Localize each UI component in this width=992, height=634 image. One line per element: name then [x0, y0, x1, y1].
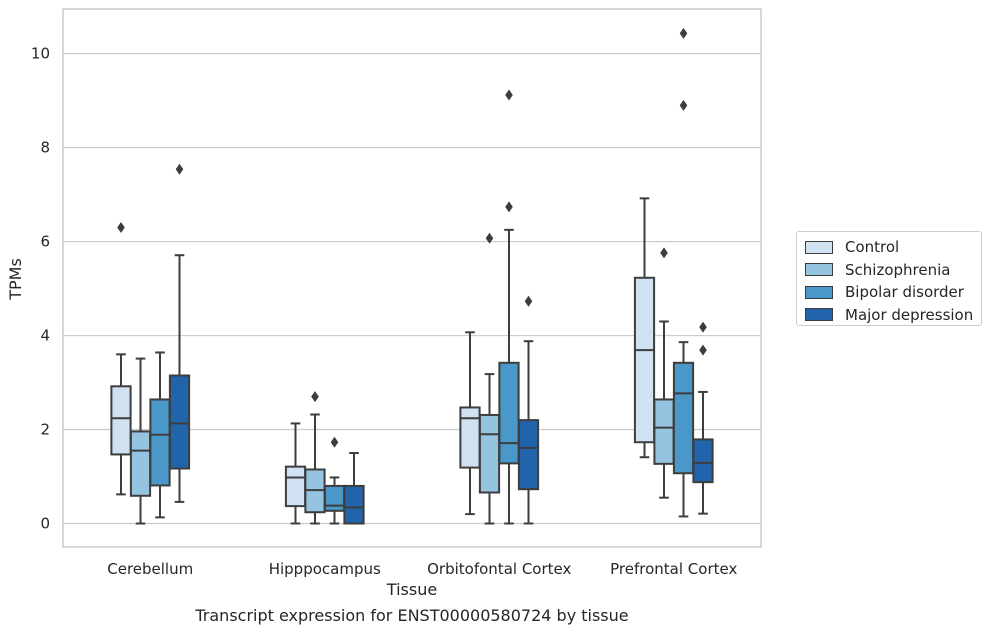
- box-body: [478, 413, 501, 494]
- legend-swatch: [805, 285, 833, 299]
- box-2-3: [517, 295, 540, 525]
- box-body: [149, 398, 171, 487]
- legend-label: Schizophrenia: [845, 260, 951, 279]
- y-axis-title: TPMs: [6, 258, 25, 301]
- outlier-marker: [311, 391, 319, 403]
- outlier-marker: [330, 436, 339, 448]
- box-1-0: [284, 422, 307, 525]
- box-body: [517, 419, 540, 491]
- y-tick-label: 0: [40, 515, 50, 533]
- box-body: [692, 438, 714, 484]
- x-tick-label: Hipppocampus: [269, 560, 381, 578]
- box-body: [168, 374, 191, 470]
- legend: Control Schizophrenia Bipolar disorder Majo…: [796, 231, 982, 326]
- y-tick-label: 6: [40, 233, 50, 251]
- legend-item: Schizophrenia: [805, 259, 981, 282]
- box-body: [459, 406, 481, 469]
- x-tick-label: Orbitofontal Cortex: [427, 560, 571, 578]
- box-2-1: [478, 232, 501, 525]
- outlier-marker: [117, 221, 125, 233]
- y-tick-labels: 0 2 4 6 8 10: [31, 45, 50, 533]
- legend-swatch: [805, 308, 833, 322]
- legend-swatch: [805, 240, 833, 254]
- legend-label: Bipolar disorder: [845, 283, 964, 302]
- y-tick-label: 2: [40, 421, 50, 439]
- legend-label: Major depression: [845, 305, 974, 324]
- box-3-2: [672, 27, 695, 518]
- box-body: [343, 484, 365, 525]
- outlier-marker: [679, 99, 688, 111]
- box-2-0: [459, 331, 481, 516]
- x-tick-label: Cerebellum: [107, 560, 193, 578]
- y-tick-label: 8: [40, 139, 50, 157]
- outlier-marker: [679, 27, 688, 39]
- x-tick-label: Prefrontal Cortex: [610, 560, 737, 578]
- box-0-3: [168, 163, 191, 503]
- box-body: [284, 465, 307, 508]
- x-tick-labels: Cerebellum Hipppocampus Orbitofontal Corte…: [107, 560, 737, 578]
- outlier-marker: [660, 247, 668, 259]
- box-1-3: [343, 452, 365, 525]
- outlier-marker: [524, 295, 533, 307]
- outlier-marker: [699, 344, 707, 356]
- box-1-2: [323, 436, 346, 525]
- box-0-0: [110, 221, 132, 496]
- box-body: [498, 361, 520, 465]
- legend-item: Major depression: [805, 304, 981, 327]
- box-3-3: [692, 321, 714, 515]
- box-body: [323, 484, 346, 512]
- x-axis-title: Tissue: [386, 580, 437, 599]
- boxes-layer: [110, 27, 714, 525]
- legend-label: Control: [845, 238, 900, 257]
- outlier-marker: [505, 89, 513, 101]
- legend-item: Bipolar disorder: [805, 281, 981, 304]
- outlier-marker: [699, 321, 707, 333]
- outlier-marker: [505, 201, 513, 213]
- legend-item: Control: [805, 236, 981, 259]
- chart-caption: Transcript expression for ENST0000058072…: [195, 606, 629, 625]
- y-tick-label: 10: [31, 45, 50, 63]
- box-body: [633, 276, 656, 444]
- box-body: [653, 398, 675, 465]
- box-3-0: [633, 197, 656, 459]
- box-0-2: [149, 351, 171, 519]
- box-body: [672, 361, 695, 475]
- outlier-marker: [485, 232, 494, 244]
- legend-swatch: [805, 263, 833, 277]
- box-body: [110, 385, 132, 456]
- box-2-2: [498, 89, 520, 525]
- y-tick-label: 4: [40, 327, 50, 345]
- outlier-marker: [175, 163, 184, 175]
- box-body: [129, 430, 152, 497]
